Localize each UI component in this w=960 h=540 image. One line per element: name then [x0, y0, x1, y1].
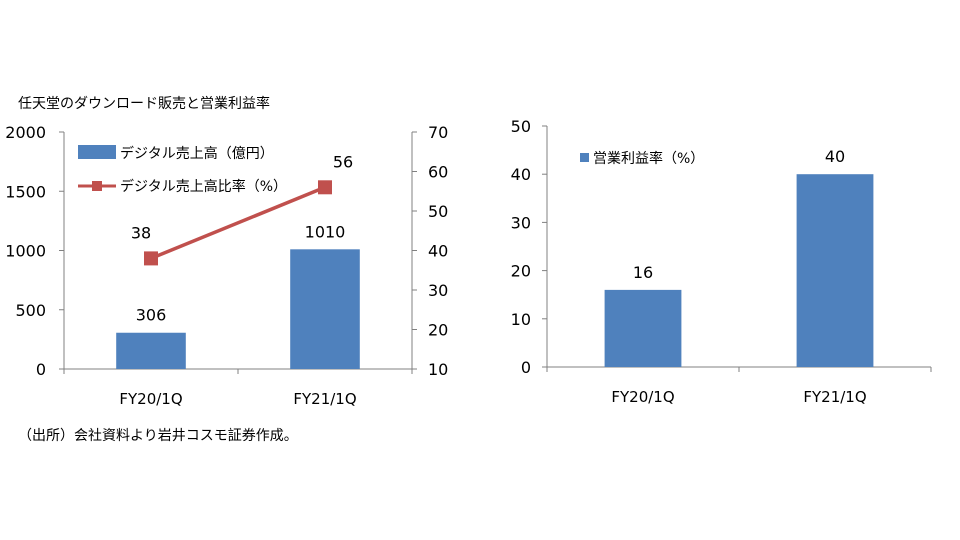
y-tick-label: 20 — [511, 262, 531, 281]
y2-tick-label: 10 — [428, 360, 448, 379]
legend-label-operating-margin: 営業利益率（%） — [593, 150, 704, 167]
y-tick-label: 40 — [511, 165, 531, 184]
x-tick-label: FY20/1Q — [611, 388, 674, 406]
line-point — [318, 180, 332, 195]
digital-sales-chart: 任天堂のダウンロード販売と営業利益率 デジタル売上高（億円） デジタル売上高比率… — [5, 95, 448, 408]
x-tick-label: FY21/1Q — [803, 388, 866, 406]
y2-tick-label: 50 — [428, 202, 448, 221]
bar-data-label: 306 — [136, 306, 167, 325]
bar — [116, 332, 186, 369]
source-note: （出所）会社資料より岩井コスモ証券作成。 — [18, 428, 298, 444]
line-point — [144, 251, 158, 266]
y-tick-label: 1500 — [5, 182, 46, 201]
y-tick-label: 10 — [511, 310, 531, 329]
y-tick-label: 500 — [15, 301, 46, 320]
y2-tick-label: 30 — [428, 281, 448, 300]
line-data-label: 56 — [333, 152, 353, 171]
bar — [796, 174, 874, 367]
bar-data-label: 40 — [825, 147, 845, 166]
x-tick-label: FY20/1Q — [119, 390, 182, 408]
line-data-label: 38 — [131, 223, 151, 242]
y-tick-label: 2000 — [5, 123, 46, 142]
legend-label-digital-sales: デジタル売上高（億円） — [120, 145, 274, 162]
bar-data-label: 1010 — [305, 222, 346, 241]
legend-swatch-bar — [78, 145, 116, 159]
y2-tick-label: 60 — [428, 163, 448, 182]
y2-tick-label: 20 — [428, 321, 448, 340]
bar — [290, 249, 360, 369]
x-tick-label: FY21/1Q — [293, 390, 356, 408]
y2-tick-label: 70 — [428, 123, 448, 142]
y-tick-label: 50 — [511, 117, 531, 136]
y-tick-label: 1000 — [5, 242, 46, 261]
y-tick-label: 30 — [511, 213, 531, 232]
bar-data-label: 16 — [633, 263, 653, 282]
legend-swatch-marker — [92, 181, 102, 191]
chart-title: 任天堂のダウンロード販売と営業利益率 — [18, 95, 270, 112]
series-line — [150, 185, 326, 261]
bar — [604, 289, 682, 367]
y2-tick-label: 40 — [428, 242, 448, 261]
legend: デジタル売上高（億円） デジタル売上高比率（%） — [78, 145, 287, 195]
legend: 営業利益率（%） — [580, 150, 704, 167]
legend-label-digital-ratio: デジタル売上高比率（%） — [120, 178, 287, 195]
y-tick-label: 0 — [36, 360, 46, 379]
y-tick-label: 0 — [521, 358, 531, 377]
legend-swatch-bar — [580, 153, 589, 162]
operating-margin-chart: 営業利益率（%） 0 10 20 30 40 50 FY20/1Q FY21/1Q 16 40 — [511, 117, 932, 406]
